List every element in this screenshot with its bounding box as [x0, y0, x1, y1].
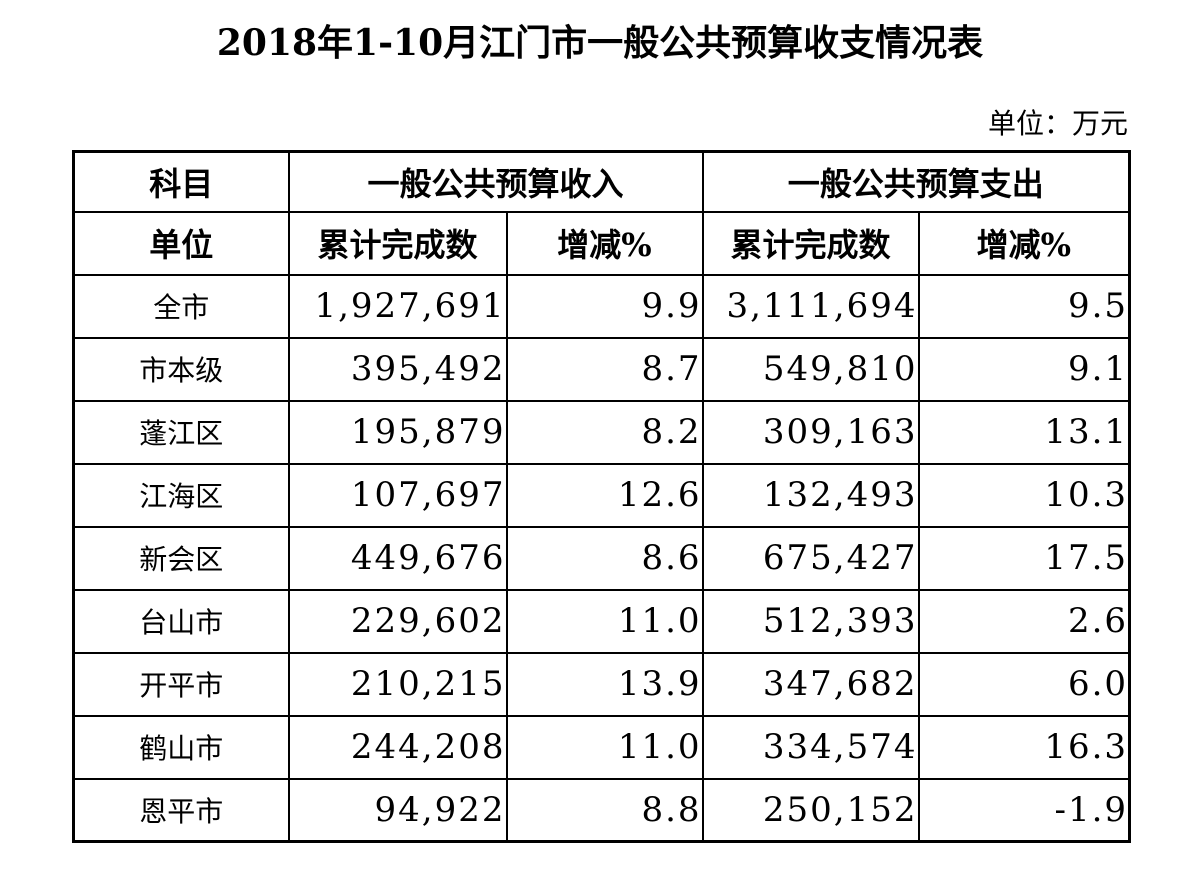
cell-expense-amount: 309,163 — [701, 399, 920, 465]
cell-expense-amount: 347,682 — [701, 651, 920, 717]
header-row-columns: 单位 累计完成数 增减% 累计完成数 增减% — [72, 210, 1131, 276]
cell-income-amount: 195,879 — [287, 399, 508, 465]
cell-income-amount: 94,922 — [287, 777, 508, 843]
cell-expense-amount: 250,152 — [701, 777, 920, 843]
cell-region: 蓬江区 — [72, 399, 290, 465]
cell-income-change: 11.0 — [505, 588, 704, 654]
cell-expense-amount: 3,111,694 — [701, 273, 920, 339]
table-row: 新会区 449,676 8.6 675,427 17.5 — [72, 525, 1131, 591]
cell-region: 全市 — [72, 273, 290, 339]
table-row: 市本级 395,492 8.7 549,810 9.1 — [72, 336, 1131, 402]
cell-income-amount: 229,602 — [287, 588, 508, 654]
header-income-change: 增减% — [505, 210, 704, 276]
cell-income-amount: 395,492 — [287, 336, 508, 402]
header-subject: 科目 — [72, 150, 290, 213]
page-title: 2018年1-10月江门市一般公共预算收支情况表 — [216, 22, 984, 64]
cell-expense-change: 10.3 — [917, 462, 1131, 528]
cell-income-change: 8.6 — [505, 525, 704, 591]
header-row-groups: 科目 一般公共预算收入 一般公共预算支出 — [72, 150, 1131, 213]
cell-region: 新会区 — [72, 525, 290, 591]
cell-region: 鹤山市 — [72, 714, 290, 780]
header-income-cumulative: 累计完成数 — [287, 210, 508, 276]
unit-note: 单位：万元 — [987, 107, 1128, 140]
cell-expense-change: 17.5 — [917, 525, 1131, 591]
cell-income-amount: 244,208 — [287, 714, 508, 780]
table-row: 江海区 107,697 12.6 132,493 10.3 — [72, 462, 1131, 528]
header-expense-group: 一般公共预算支出 — [701, 150, 1131, 213]
cell-region: 台山市 — [72, 588, 290, 654]
cell-income-change: 11.0 — [505, 714, 704, 780]
cell-region: 市本级 — [72, 336, 290, 402]
table-row: 恩平市 94,922 8.8 250,152 -1.9 — [72, 777, 1131, 843]
budget-table: 科目 一般公共预算收入 一般公共预算支出 单位 累计完成数 增减% 累计完成数 … — [72, 150, 1132, 843]
cell-expense-change: 9.5 — [917, 273, 1131, 339]
cell-expense-change: 16.3 — [917, 714, 1131, 780]
cell-income-change: 8.7 — [505, 336, 704, 402]
cell-income-change: 8.8 — [505, 777, 704, 843]
header-income-group: 一般公共预算收入 — [287, 150, 704, 213]
cell-income-change: 12.6 — [505, 462, 704, 528]
cell-expense-change: 9.1 — [917, 336, 1131, 402]
cell-expense-change: 2.6 — [917, 588, 1131, 654]
cell-expense-change: 13.1 — [917, 399, 1131, 465]
cell-income-amount: 449,676 — [287, 525, 508, 591]
cell-expense-amount: 334,574 — [701, 714, 920, 780]
cell-income-change: 13.9 — [505, 651, 704, 717]
table-row: 蓬江区 195,879 8.2 309,163 13.1 — [72, 399, 1131, 465]
table-row: 全市 1,927,691 9.9 3,111,694 9.5 — [72, 273, 1131, 339]
cell-region: 恩平市 — [72, 777, 290, 843]
cell-expense-change: -1.9 — [917, 777, 1131, 843]
cell-expense-amount: 675,427 — [701, 525, 920, 591]
table-row: 开平市 210,215 13.9 347,682 6.0 — [72, 651, 1131, 717]
cell-expense-change: 6.0 — [917, 651, 1131, 717]
cell-expense-amount: 512,393 — [701, 588, 920, 654]
cell-income-change: 8.2 — [505, 399, 704, 465]
cell-region: 开平市 — [72, 651, 290, 717]
header-unit: 单位 — [72, 210, 290, 276]
cell-income-amount: 107,697 — [287, 462, 508, 528]
cell-expense-amount: 132,493 — [701, 462, 920, 528]
cell-expense-amount: 549,810 — [701, 336, 920, 402]
cell-income-amount: 210,215 — [287, 651, 508, 717]
table-row: 鹤山市 244,208 11.0 334,574 16.3 — [72, 714, 1131, 780]
cell-region: 江海区 — [72, 462, 290, 528]
header-expense-change: 增减% — [917, 210, 1131, 276]
header-expense-cumulative: 累计完成数 — [701, 210, 920, 276]
cell-income-amount: 1,927,691 — [287, 273, 508, 339]
cell-income-change: 9.9 — [505, 273, 704, 339]
table-row: 台山市 229,602 11.0 512,393 2.6 — [72, 588, 1131, 654]
